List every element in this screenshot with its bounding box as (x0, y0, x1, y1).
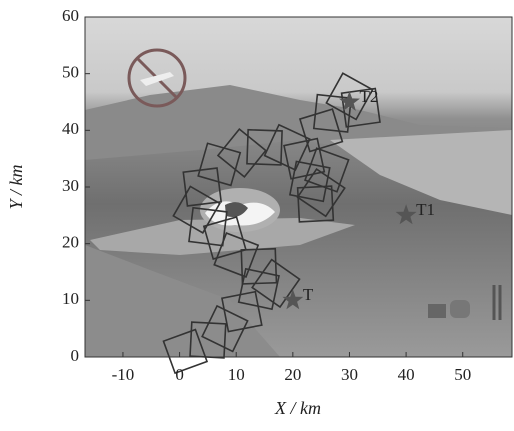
y-tick-label: 50 (62, 63, 79, 82)
y-tick-label: 40 (62, 119, 79, 138)
y-tick-label: 0 (71, 346, 80, 365)
target-label: T1 (416, 200, 435, 219)
y-axis-label: Y / km (6, 164, 26, 209)
x-tick-label: 20 (284, 365, 301, 384)
chart: T2 T1 T X / km Y / km -10 0 10 20 30 40 50 0 10 20 3… (0, 0, 514, 426)
target-label: T2 (359, 87, 378, 106)
y-tick-label: 20 (62, 233, 79, 252)
target-label: T (303, 285, 314, 304)
x-tick-label: 50 (454, 365, 471, 384)
x-tick-label: 10 (228, 365, 245, 384)
x-tick-label: 40 (398, 365, 415, 384)
x-tick-label: 30 (341, 365, 358, 384)
x-tick-label: -10 (112, 365, 135, 384)
x-tick-label: 0 (175, 365, 184, 384)
x-axis-label: X / km (274, 398, 321, 418)
y-tick-label: 60 (62, 6, 79, 25)
y-tick-label: 10 (62, 289, 79, 308)
y-tick-label: 30 (62, 176, 79, 195)
